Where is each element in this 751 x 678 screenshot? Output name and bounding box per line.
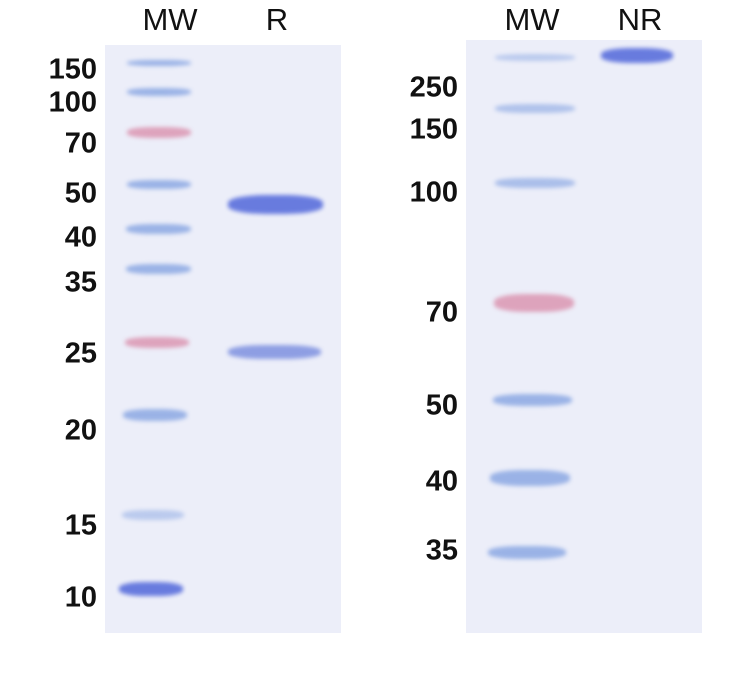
marker-band bbox=[127, 127, 191, 138]
mw-label: 15 bbox=[64, 509, 97, 542]
marker-band bbox=[126, 224, 191, 234]
mw-label: 50 bbox=[64, 177, 97, 210]
mw-label: 50 bbox=[425, 389, 458, 422]
marker-band bbox=[494, 294, 574, 312]
mw-label: 20 bbox=[64, 414, 97, 447]
marker-band bbox=[495, 54, 575, 61]
right-lane-header-mw: MW bbox=[504, 2, 560, 37]
mw-label: 100 bbox=[409, 176, 458, 209]
mw-label: 25 bbox=[64, 337, 97, 370]
marker-band bbox=[119, 582, 183, 596]
left-lane-header-mw: MW bbox=[142, 2, 198, 37]
mw-label: 100 bbox=[48, 86, 97, 119]
marker-band bbox=[125, 337, 189, 348]
sample-band-r-heavy bbox=[228, 195, 323, 214]
mw-label: 70 bbox=[425, 296, 458, 329]
marker-band bbox=[122, 510, 184, 520]
sample-band-nr bbox=[601, 48, 673, 63]
marker-band bbox=[495, 104, 575, 113]
mw-label: 70 bbox=[64, 127, 97, 160]
marker-band bbox=[126, 264, 191, 274]
marker-band bbox=[127, 88, 191, 96]
marker-band bbox=[490, 470, 570, 486]
mw-label: 150 bbox=[48, 53, 97, 86]
marker-band bbox=[123, 409, 187, 421]
mw-label: 40 bbox=[425, 465, 458, 498]
mw-label: 150 bbox=[409, 113, 458, 146]
marker-band bbox=[493, 394, 572, 406]
mw-label: 35 bbox=[64, 266, 97, 299]
mw-label: 40 bbox=[64, 221, 97, 254]
left-lane-header-r: R bbox=[265, 2, 289, 37]
marker-band bbox=[495, 178, 575, 188]
marker-band bbox=[488, 546, 566, 559]
mw-label: 10 bbox=[64, 581, 97, 614]
marker-band bbox=[127, 60, 191, 66]
mw-label: 35 bbox=[425, 534, 458, 567]
right-lane-header-nr: NR bbox=[617, 2, 663, 37]
sample-band-r-light bbox=[228, 345, 321, 359]
right-gel bbox=[466, 40, 702, 633]
marker-band bbox=[127, 180, 191, 189]
mw-label: 250 bbox=[409, 71, 458, 104]
